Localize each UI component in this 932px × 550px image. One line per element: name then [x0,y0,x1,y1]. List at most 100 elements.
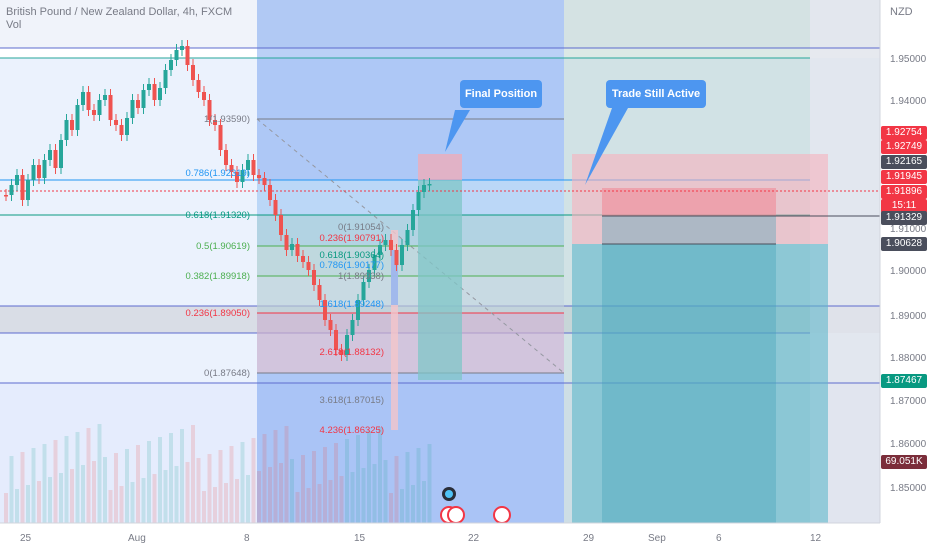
volume-bar [75,432,80,523]
candle-body [163,70,168,88]
price-tick-label: 1.94000 [890,96,927,107]
volume-bar [350,472,355,523]
fib-extension-label: 3.618(1.87015) [320,395,384,406]
volume-bar [328,480,333,523]
candle-body [196,80,201,92]
candle-body [108,95,113,120]
volume-bar [268,467,272,523]
volume-bar [323,447,327,523]
price-tag: 15:11 [881,199,927,213]
volume-bar [400,489,404,523]
volume-bar [103,457,107,523]
candle-body [290,244,294,250]
volume-bar [218,450,223,523]
price-tag: 1.91329 [881,211,927,225]
candle-body [213,120,217,125]
candle-body [180,46,184,50]
candle-body [405,230,410,245]
volume-bar [246,475,250,523]
candle-body [284,235,289,250]
candle-body [312,270,316,285]
candle-body [389,240,393,250]
candle-body [174,50,179,60]
fib-extension-label: 0.618(1.90364) [320,250,384,261]
candle-body [301,256,305,262]
candle-body [191,65,195,80]
fib-extension-bar [391,230,398,430]
volume-bar [86,428,91,523]
price-zone-top [0,0,880,48]
candle-body [235,172,239,182]
volume-bar [235,479,239,523]
time-axis-bg [0,523,880,550]
volume-bar [97,424,102,523]
volume-bars [4,424,432,523]
fib-extension-label: 0(1.91054) [338,222,384,233]
volume-bar [240,442,245,523]
price-tick-label: 1.89000 [890,311,927,322]
volume-bar [31,448,36,523]
volume-bar [389,493,393,523]
fib-trend-line [256,118,565,374]
candle-body [372,255,377,270]
candle-body [240,170,245,182]
volume-bar [147,441,151,523]
economic-event-icon[interactable] [447,506,465,524]
price-tick-label: 1.91000 [890,224,927,235]
volume-bar [345,439,349,523]
candle-body [86,92,91,110]
volume-bar [334,443,338,523]
volume-bar [427,444,432,523]
candle-body [400,245,404,265]
candle-body [20,175,25,200]
fib-level-label: 0.382(1.89918) [186,271,250,282]
candle-body [361,282,366,300]
volume-bar [229,446,234,523]
fib-extension-label: 1(1.89938) [338,271,384,282]
earnings-event-inner [445,490,453,498]
candle-body [103,95,107,100]
chart-header: British Pound / New Zealand Dollar, 4h, … [6,6,232,32]
volume-bar [361,468,366,523]
candle-body [345,335,349,355]
active-trade-target-zone[interactable] [572,244,828,524]
candle-body [350,320,355,335]
candle-body [422,185,426,192]
candle-body [295,244,300,256]
final-position-callout[interactable]: Final Position [460,80,542,108]
volume-bar [15,489,19,523]
candle-body [130,100,135,118]
symbol-title[interactable]: British Pound / New Zealand Dollar, 4h, … [6,6,233,18]
candle-body [125,118,129,135]
candle-body [218,125,223,150]
volume-bar [9,456,14,523]
volume-bar [202,491,206,523]
volume-label[interactable]: Vol [6,19,22,31]
candle-body [416,192,421,210]
candle-body [411,210,415,230]
time-tick-label: 29 [583,533,595,544]
volume-bar [301,455,305,523]
final-position-stop-zone[interactable] [418,154,462,180]
candle-body [64,120,69,140]
volume-bar [262,434,267,523]
price-tag: 1.91945 [881,170,927,184]
candle-body [323,300,327,320]
candle-body [26,180,30,200]
candle-body [37,165,41,178]
volume-bar [64,436,69,523]
candle-body [207,100,212,120]
candle-body [59,140,63,168]
volume-bar [367,431,371,523]
price-tag: 1.92749 [881,140,927,154]
economic-event-icon[interactable] [493,506,511,524]
time-tick-label: 15 [354,533,366,544]
candle-body [427,184,432,186]
time-tick-label: 8 [244,533,250,544]
price-tick-label: 1.87000 [890,396,927,407]
trade-still-active-callout[interactable]: Trade Still Active [606,80,706,108]
volume-bar [119,486,124,523]
volume-bar [356,435,360,523]
final-position-target-zone[interactable] [418,180,462,380]
